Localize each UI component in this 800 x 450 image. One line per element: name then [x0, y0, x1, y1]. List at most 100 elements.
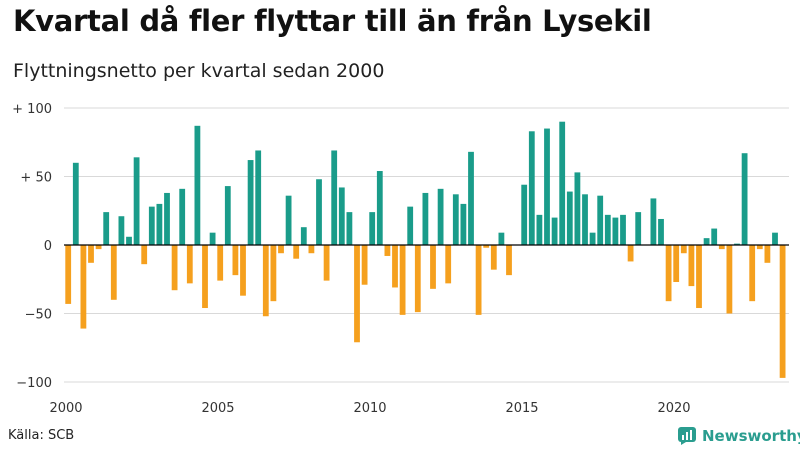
bar-2005-q1 — [217, 245, 224, 281]
bar-2000-q3 — [80, 245, 87, 329]
x-tick-label: 2015 — [505, 401, 538, 416]
bars — [65, 121, 786, 378]
bar-2018-q4 — [635, 212, 642, 245]
bar-2012-q1 — [430, 245, 436, 289]
grid-lines — [64, 107, 789, 383]
bar-2017-q2 — [589, 232, 596, 245]
bar-2018-q2 — [620, 214, 626, 245]
bar-2021-q4 — [726, 245, 733, 314]
bar-2019-q3 — [658, 218, 664, 245]
bar-2009-q4 — [361, 245, 368, 285]
bar-2003-q3 — [171, 245, 178, 291]
y-axis-ticks: + 100 + 50 0 −50 −100 — [12, 102, 52, 391]
bar-2023-q2 — [772, 232, 778, 245]
bar-2003-q2 — [164, 192, 170, 245]
y-tick-label: + 50 — [20, 171, 52, 186]
chart-title: Kvartal då fler flyttar till än från Lys… — [13, 4, 652, 38]
bar-2021-q3 — [718, 245, 725, 250]
y-tick-label: −100 — [16, 376, 52, 391]
bar-2001-q4 — [118, 216, 125, 245]
bar-2001-q1 — [95, 245, 102, 250]
bar-2022-q1 — [734, 243, 740, 245]
bar-2017-q3 — [597, 195, 604, 245]
brand-logo: Newsworthy — [678, 425, 800, 447]
bar-2015-q2 — [528, 131, 535, 245]
bar-2020-q1 — [673, 245, 680, 282]
x-tick-label: 2020 — [657, 401, 690, 416]
bar-2003-q4 — [179, 188, 186, 245]
bar-2020-q2 — [680, 245, 687, 254]
bar-2022-q2 — [741, 153, 748, 245]
bar-2018-q3 — [627, 245, 634, 262]
bar-2010-q3 — [384, 245, 391, 256]
bar-2010-q4 — [392, 245, 398, 288]
y-tick-label: + 100 — [12, 102, 52, 117]
bar-2016-q3 — [566, 191, 573, 245]
bar-2004-q4 — [209, 232, 216, 245]
bar-2011-q3 — [414, 245, 421, 313]
bar-2017-q1 — [582, 194, 588, 245]
bar-2017-q4 — [604, 214, 611, 245]
bar-2007-q4 — [300, 227, 307, 245]
bar-2004-q3 — [202, 245, 208, 309]
bar-2013-q1 — [460, 203, 467, 245]
bar-2016-q4 — [574, 172, 581, 245]
bar-2011-q2 — [407, 206, 414, 245]
bar-2022-q3 — [749, 245, 756, 302]
bar-2014-q2 — [498, 232, 505, 245]
bar-2001-q2 — [103, 212, 110, 245]
bar-2012-q3 — [445, 245, 452, 284]
bar-2005-q3 — [232, 245, 239, 276]
bar-2004-q2 — [194, 125, 201, 245]
bar-2006-q2 — [255, 150, 262, 245]
x-axis-ticks: 2000 2005 2010 2015 2020 — [49, 401, 690, 416]
bar-2015-q1 — [521, 184, 528, 245]
bar-2005-q4 — [240, 245, 246, 296]
bar-2013-q2 — [468, 151, 474, 245]
x-tick-label: 2010 — [353, 401, 386, 416]
bar-2013-q4 — [483, 245, 490, 248]
bar-2001-q3 — [110, 245, 117, 300]
bar-2009-q1 — [338, 187, 345, 245]
bar-2005-q2 — [224, 186, 231, 245]
x-tick-label: 2000 — [49, 401, 82, 416]
bar-2020-q3 — [688, 245, 695, 287]
bar-2002-q1 — [126, 236, 132, 245]
bar-2021-q2 — [711, 228, 718, 245]
bar-2007-q3 — [293, 245, 300, 259]
bar-2021-q1 — [703, 238, 710, 245]
bar-2020-q4 — [696, 245, 702, 309]
bar-2011-q1 — [399, 245, 406, 315]
bar-2002-q4 — [148, 206, 155, 245]
bar-2007-q2 — [285, 195, 292, 245]
bar-2000-q2 — [72, 162, 79, 245]
bar-2009-q2 — [346, 212, 353, 245]
bar-2004-q1 — [186, 245, 193, 284]
bar-2006-q1 — [247, 160, 254, 245]
bar-2013-q3 — [475, 245, 482, 315]
bar-2012-q2 — [437, 188, 444, 245]
bar-2011-q4 — [422, 192, 429, 245]
bar-2015-q3 — [536, 214, 543, 245]
bar-2003-q1 — [156, 203, 163, 245]
bar-2002-q3 — [141, 245, 148, 265]
bar-2023-q3 — [779, 245, 786, 378]
bar-2010-q1 — [369, 212, 376, 245]
bar-2012-q4 — [452, 194, 459, 245]
bar-2008-q3 — [323, 245, 330, 281]
x-tick-label: 2005 — [201, 401, 234, 416]
bar-2000-q4 — [88, 245, 94, 263]
bar-2009-q3 — [354, 245, 360, 343]
bar-2008-q2 — [316, 179, 322, 245]
bar-2006-q4 — [270, 245, 277, 302]
bar-2008-q1 — [308, 245, 315, 254]
bar-2014-q3 — [506, 245, 512, 276]
bar-2022-q4 — [756, 245, 763, 250]
bar-2002-q2 — [133, 157, 140, 245]
bar-2019-q4 — [665, 245, 672, 302]
chart-subtitle: Flyttningsnetto per kvartal sedan 2000 — [13, 60, 385, 82]
y-tick-label: 0 — [44, 239, 52, 254]
bar-2023-q1 — [764, 245, 771, 263]
bar-2000-q1 — [65, 245, 72, 304]
